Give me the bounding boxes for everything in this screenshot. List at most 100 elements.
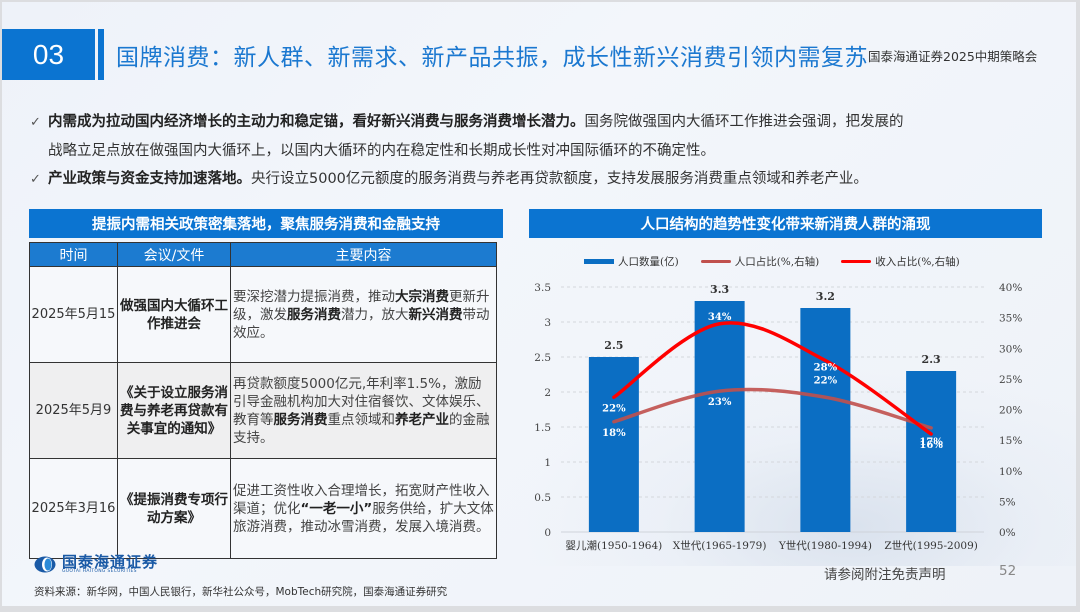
income-share-label: 16% [919, 440, 943, 451]
income-share-label: 28% [814, 363, 838, 374]
population-share-label: 18% [602, 428, 626, 439]
bullet-continuation: 战略立足点放在做强国内大循环上，以国内大循环的内在稳定性和长期成长性对冲国际循环… [48, 143, 715, 159]
company-logo: 国泰海通证券 GUOTAI HAITONG SECURITIES [34, 555, 158, 574]
income-share-line [612, 321, 933, 436]
highlight-text: 大宗消费 [395, 288, 449, 305]
right-axis-tick: 30% [999, 343, 1022, 355]
content-text: 的金融支持。 [233, 411, 490, 446]
table-header-row: 时间 会议/文件 主要内容 [29, 242, 497, 267]
income-share-label: 22% [602, 403, 626, 414]
cell-doc: 《关于设立服务消费与养老再贷款有关事宜的通知》 [117, 362, 231, 459]
bar-value-label: 2.5 [604, 339, 623, 352]
population-share-label: 23% [708, 397, 732, 408]
legend-label: 人口数量(亿) [618, 256, 679, 268]
left-axis-tick: 3 [544, 317, 551, 329]
legend-swatch-bar [584, 259, 614, 264]
cell-content: 要深挖潜力提振消费，推动大宗消费更新升级，激发服务消费潜力，放大新兴消费带动效应… [230, 266, 497, 363]
bullet-text: 央行设立5000亿元额度的服务消费与养老再贷款额度，支持发展服务消费重点领域和养… [251, 171, 868, 187]
content-text: 促进工资性收入合理增长，拓宽财产性收入渠道；优化 [233, 482, 490, 517]
right-axis-tick: 15% [999, 435, 1022, 447]
population-share-label: 22% [814, 375, 838, 386]
left-axis-tick: 1 [544, 457, 551, 469]
source-note: 资料来源：新华网，中国人民银行，新华社公众号，MobTech研究院，国泰海通证券… [34, 586, 448, 598]
content-text: 重点领域和 [327, 411, 396, 428]
conference-name: 国泰海通证券2025中期策略会 [868, 49, 1038, 64]
left-axis-tick: 3.5 [534, 282, 551, 294]
bullet-bold: 产业政策与资金支持加速落地。 [48, 171, 251, 187]
bullet-item: ✓ 内需成为拉动国内经济增长的主动力和稳定锚，看好新兴消费与服务消费增长潜力。国务… [30, 108, 1060, 137]
column-header-date: 时间 [29, 242, 118, 267]
policy-table: 时间 会议/文件 主要内容 2025年5月15 做强国内大循环工作推进会 要深挖… [29, 242, 497, 559]
legend-item-income-share: 收入占比(%,右轴) [841, 254, 960, 269]
table-row: 2025年3月16 《提振消费专项行动方案》 促进工资性收入合理增长，拓宽财产性… [29, 458, 497, 559]
content-text: 潜力，放大 [341, 306, 409, 323]
legend-item-population: 人口数量(亿) [584, 254, 679, 269]
column-header-content: 主要内容 [230, 242, 497, 267]
legend-item-population-share: 人口占比(%,右轴) [700, 254, 820, 269]
left-axis-tick: 1.5 [534, 422, 551, 434]
table-row: 2025年5月9 《关于设立服务消费与养老再贷款有关事宜的通知》 再贷款额度50… [29, 362, 497, 459]
logo-name: 国泰海通证券 [62, 553, 159, 571]
bullet-list: ✓ 内需成为拉动国内经济增长的主动力和稳定锚，看好新兴消费与服务消费增长潜力。国务… [30, 108, 1060, 194]
right-axis-tick: 0% [999, 527, 1016, 539]
logo-subtitle: GUOTAI HAITONG SECURITIES [62, 569, 137, 574]
bar [694, 301, 745, 532]
right-axis-tick: 5% [999, 496, 1016, 508]
chart-plot: 0 0.5 1 1.5 2 2.5 3 3.5 0% 5% 10% 15% 20% 25% 30% 35% 40… [534, 282, 1022, 552]
right-axis-tick: 40% [999, 282, 1022, 294]
highlight-text: 养老产业 [395, 411, 449, 428]
highlight-text: 新兴消费 [408, 306, 463, 323]
bullet-item: ✓ 产业政策与资金支持加速落地。央行设立5000亿元额度的服务消费与养老再贷款额度… [30, 165, 1060, 194]
content-text: 服务供给，扩大文体旅游消费，推动冰雪消费，发展入境消费。 [233, 500, 494, 535]
disclaimer-link[interactable]: 请参阅附注免责声明 [824, 567, 946, 583]
logo-mark-icon [34, 556, 56, 573]
category-label: Y世代(1980-1994) [778, 540, 872, 552]
section-number: 03 [2, 29, 95, 80]
page-title: 国牌消费：新人群、新需求、新产品共振，成长性新兴消费引领内需复苏 [116, 45, 868, 71]
chart-panel-title: 人口结构的趋势性变化带来新消费人群的涌现 [529, 209, 1042, 238]
bar-value-label: 3.3 [710, 283, 729, 296]
highlight-text: “一老一小” [300, 500, 373, 517]
cell-date: 2025年3月16 [29, 458, 118, 559]
page-number: 52 [999, 563, 1017, 579]
bar [588, 357, 639, 532]
chart-legend: 人口数量(亿) 人口占比(%,右轴) 收入占比(%,右轴) [584, 254, 960, 269]
right-axis-tick: 20% [999, 405, 1022, 417]
bar-value-label: 2.3 [922, 353, 941, 366]
population-share-label: 17% [919, 437, 943, 448]
population-share-line [612, 387, 933, 430]
content-text: 再贷款额度5000亿元,年利率1.5%，激励引导金融机构加大对住宿餐饮、文体娱乐… [233, 375, 490, 428]
legend-label: 人口占比(%,右轴) [734, 256, 820, 268]
legend-swatch-line [700, 260, 731, 263]
category-label: 婴儿潮(1950-1964) [566, 539, 663, 552]
highlight-text: 服务消费 [287, 306, 341, 323]
cell-doc: 做强国内大循环工作推进会 [117, 266, 231, 363]
left-axis-tick: 0.5 [534, 492, 551, 504]
income-share-label: 34% [708, 312, 732, 323]
legend-label: 收入占比(%,右轴) [875, 256, 960, 268]
table-row: 2025年5月15 做强国内大循环工作推进会 要深挖潜力提振消费，推动大宗消费更… [29, 266, 497, 363]
category-label: X世代(1965-1979) [673, 540, 767, 552]
left-axis-tick: 2.5 [534, 352, 551, 364]
cell-doc: 《提振消费专项行动方案》 [117, 458, 231, 559]
checkmark-icon: ✓ [30, 172, 41, 187]
checkmark-icon: ✓ [30, 115, 41, 130]
cell-date: 2025年5月15 [29, 266, 118, 363]
bullet-bold: 内需成为拉动国内经济增长的主动力和稳定锚，看好新兴消费与服务消费增长潜力。 [48, 114, 585, 130]
content-text: 带动效应。 [233, 306, 490, 341]
right-axis-tick: 35% [999, 313, 1022, 325]
left-axis-tick: 2 [544, 387, 551, 399]
bar [800, 308, 851, 532]
bullet-text: 国务院做强国内大循环工作推进会强调，把发展的 [584, 114, 904, 130]
legend-swatch-line [841, 260, 872, 263]
bar [906, 371, 957, 532]
bar-value-label: 3.2 [816, 290, 835, 303]
right-axis-tick: 25% [999, 374, 1022, 386]
column-header-doc: 会议/文件 [117, 242, 231, 267]
content-text: 更新升级，激发 [233, 288, 490, 323]
section-divider [98, 29, 104, 80]
category-label: Z世代(1995-2009) [884, 540, 977, 552]
cell-date: 2025年5月9 [29, 362, 118, 459]
cell-content: 促进工资性收入合理增长，拓宽财产性收入渠道；优化“一老一小”服务供给，扩大文体旅… [230, 458, 497, 559]
